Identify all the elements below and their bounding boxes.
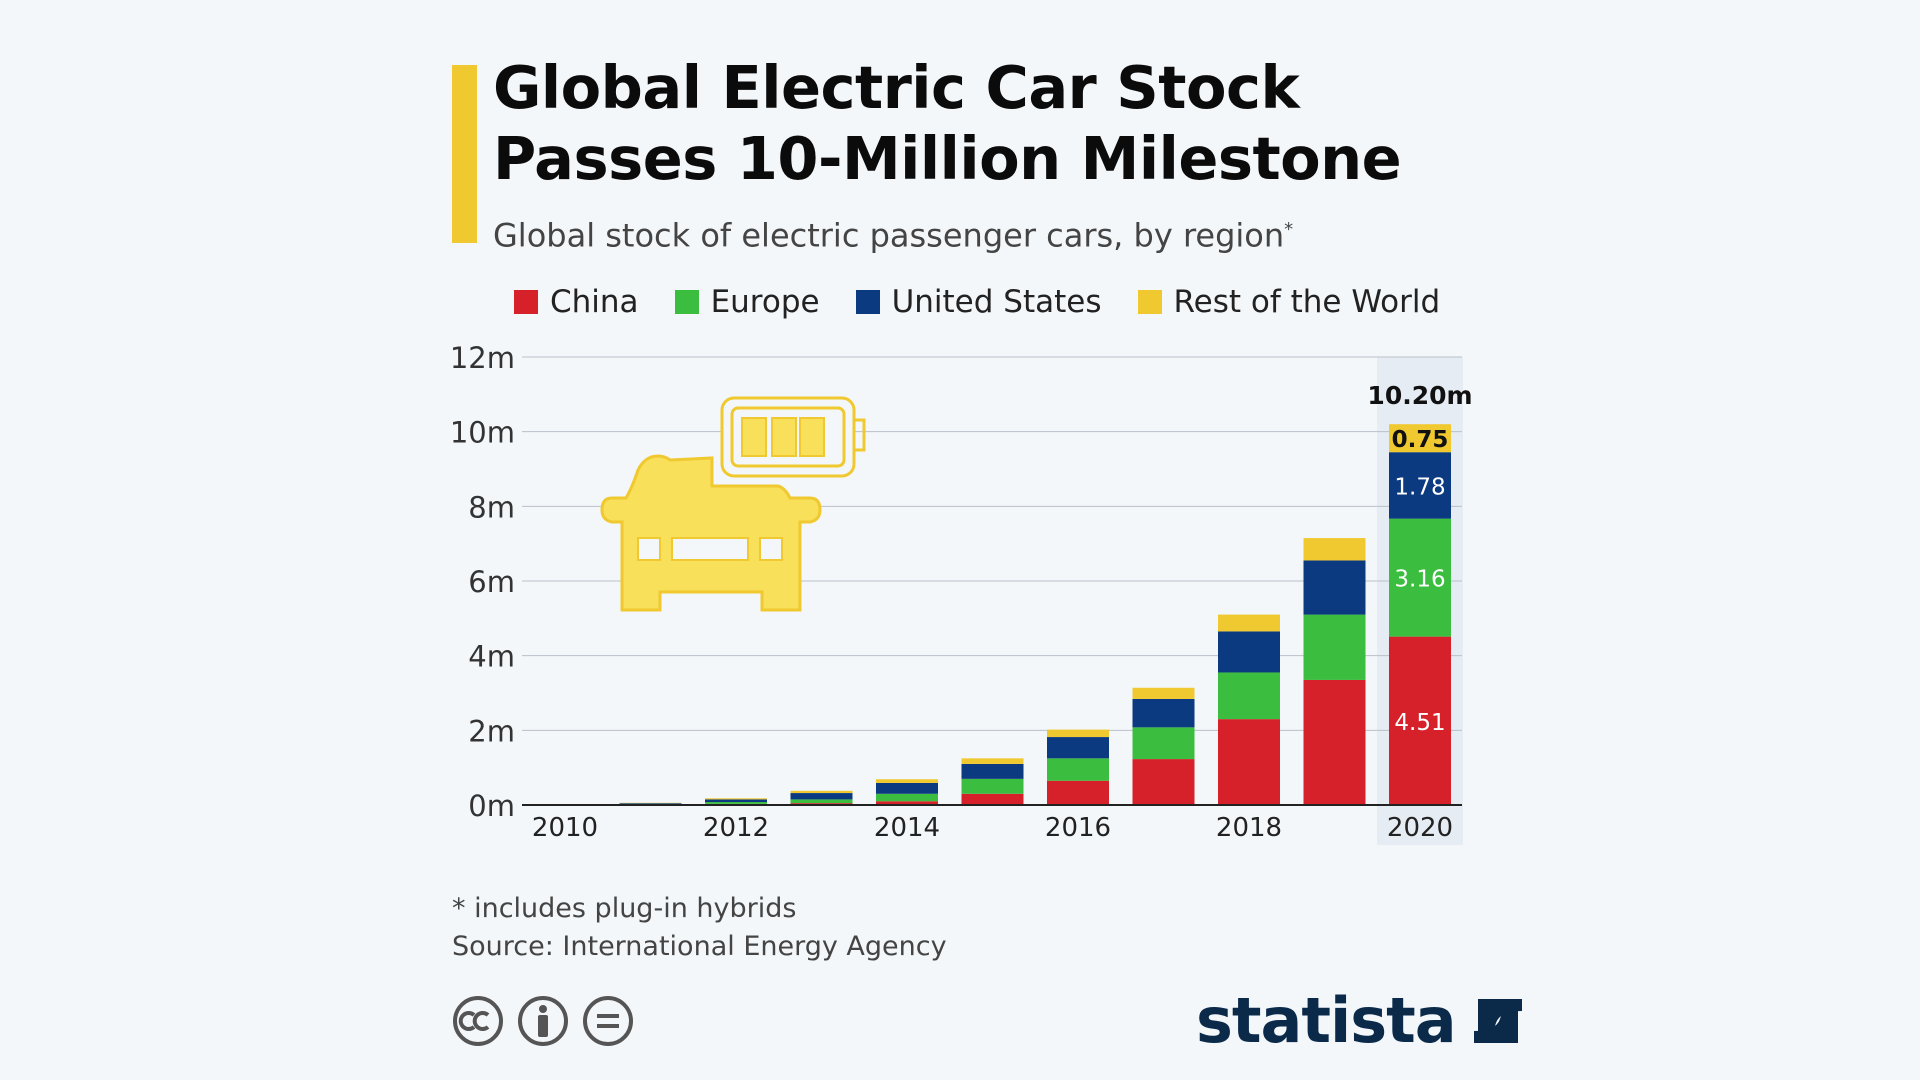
legend-label-united-states: United States [891,284,1102,320]
license-icons [452,995,647,1047]
subtitle-text: Global stock of electric passenger cars,… [493,216,1285,255]
bar-segment-rest-of-world [1047,729,1109,738]
bar-segment-rest-of-world [961,758,1024,764]
bars [534,424,1451,805]
bar-segment-europe [1389,518,1451,637]
bar-segment-united-states [705,799,767,803]
y-tick-label: 10m [450,416,515,450]
y-axis-labels: 0m 2m 4m 6m 8m 10m 12m [450,341,515,823]
x-tick-label: 2018 [1216,813,1282,843]
legend-swatch-united-states [855,290,880,314]
bar-segment-rest-of-world [705,798,767,800]
bar-segment-united-states [961,763,1024,779]
bar-segment-china [1303,679,1366,805]
accent-bar [452,65,477,243]
bar-segment-united-states [876,782,938,794]
bar-segment-europe [876,793,938,802]
bar-segment-rest-of-world [1132,687,1195,699]
bar-segment-united-states [1132,698,1195,728]
bar-segment-europe [1218,672,1280,720]
bar-segment-europe [961,778,1024,794]
data-label-united-states: 1.78 [1394,474,1445,500]
brand-logo: statista [1196,984,1526,1057]
bar-segment-europe [705,802,767,804]
bar-segment-china [1132,759,1195,805]
legend-swatch-europe [674,290,699,314]
cc-icon [453,996,503,1046]
bar-segment-china [1389,636,1451,805]
legend-swatch-rest-of-world [1137,290,1162,314]
chart-title: Global Electric Car Stock Passes 10-Mill… [493,52,1453,194]
bar-segment-europe [1132,727,1195,760]
bar-segment-united-states [1047,737,1109,759]
bar-segment-china [1218,719,1280,805]
y-tick-label: 6m [468,565,515,599]
footnote-hybrids: * includes plug-in hybrids [452,893,797,924]
bar-segment-united-states [790,793,853,800]
data-label-china: 4.51 [1394,710,1445,736]
x-tick-label: 2012 [703,813,769,843]
bar-segment-china [1047,780,1109,805]
legend-item-united-states: United States [855,284,1102,320]
y-tick-label: 2m [468,714,515,748]
bar-segment-europe [1303,614,1366,680]
statista-mark-icon [1473,998,1522,1043]
bar-segment-rest-of-world [1218,614,1280,632]
total-label: 10.20m [1367,381,1472,410]
electric-car-battery-icon [600,396,866,612]
bar-segment-united-states [1389,452,1451,519]
no-derivatives-icon [583,996,633,1046]
x-tick-label: 2010 [532,813,598,843]
y-tick-label: 8m [468,490,515,524]
x-tick-label: 2014 [874,813,940,843]
legend: China Europe United States Rest of the W… [514,282,1476,322]
brand-wordmark: statista [1196,984,1457,1057]
subtitle-footnote-mark: * [1284,219,1294,240]
data-label-rest-of-world: 0.75 [1392,427,1449,453]
legend-item-rest-of-world: Rest of the World [1137,284,1441,320]
y-tick-label: 4m [468,640,515,674]
bar-segment-europe [1047,758,1109,781]
title-line-2: Passes 10-Million Milestone [493,124,1402,193]
y-tick-label: 12m [450,341,515,375]
bar-segment-rest-of-world [876,779,938,783]
bar-segment-china [876,801,938,805]
legend-item-europe: Europe [674,284,820,320]
legend-label-europe: Europe [710,284,820,320]
title-line-1: Global Electric Car Stock [493,53,1300,122]
bar-segment-europe [790,799,853,804]
bar-segment-china [961,793,1024,805]
x-axis-labels: 2010 2012 2014 2016 2018 2020 [532,813,1453,843]
x-tick-label: 2016 [1045,813,1111,843]
bar-segment-united-states [619,803,682,804]
legend-label-rest-of-world: Rest of the World [1173,284,1441,320]
legend-swatch-china [514,290,538,314]
x-tick-label: 2020 [1387,813,1453,843]
bar-segment-united-states [1303,560,1366,615]
legend-label-china: China [550,284,639,320]
bar-segment-rest-of-world [790,790,853,794]
bar-segment-rest-of-world [1389,424,1451,453]
legend-item-china: China [514,284,639,320]
footnotes: * includes plug-in hybrids Source: Inter… [452,890,947,966]
chart-subtitle: Global stock of electric passenger cars,… [493,208,1393,258]
y-tick-label: 0m [468,789,515,823]
data-labels: 4.51 3.16 1.78 0.75 10.20m [1367,381,1472,736]
bar-segment-rest-of-world [1303,538,1366,561]
data-label-europe: 3.16 [1394,567,1445,593]
attribution-icon [518,996,568,1046]
source-line: Source: International Energy Agency [452,931,947,962]
bar-segment-united-states [1218,631,1280,673]
